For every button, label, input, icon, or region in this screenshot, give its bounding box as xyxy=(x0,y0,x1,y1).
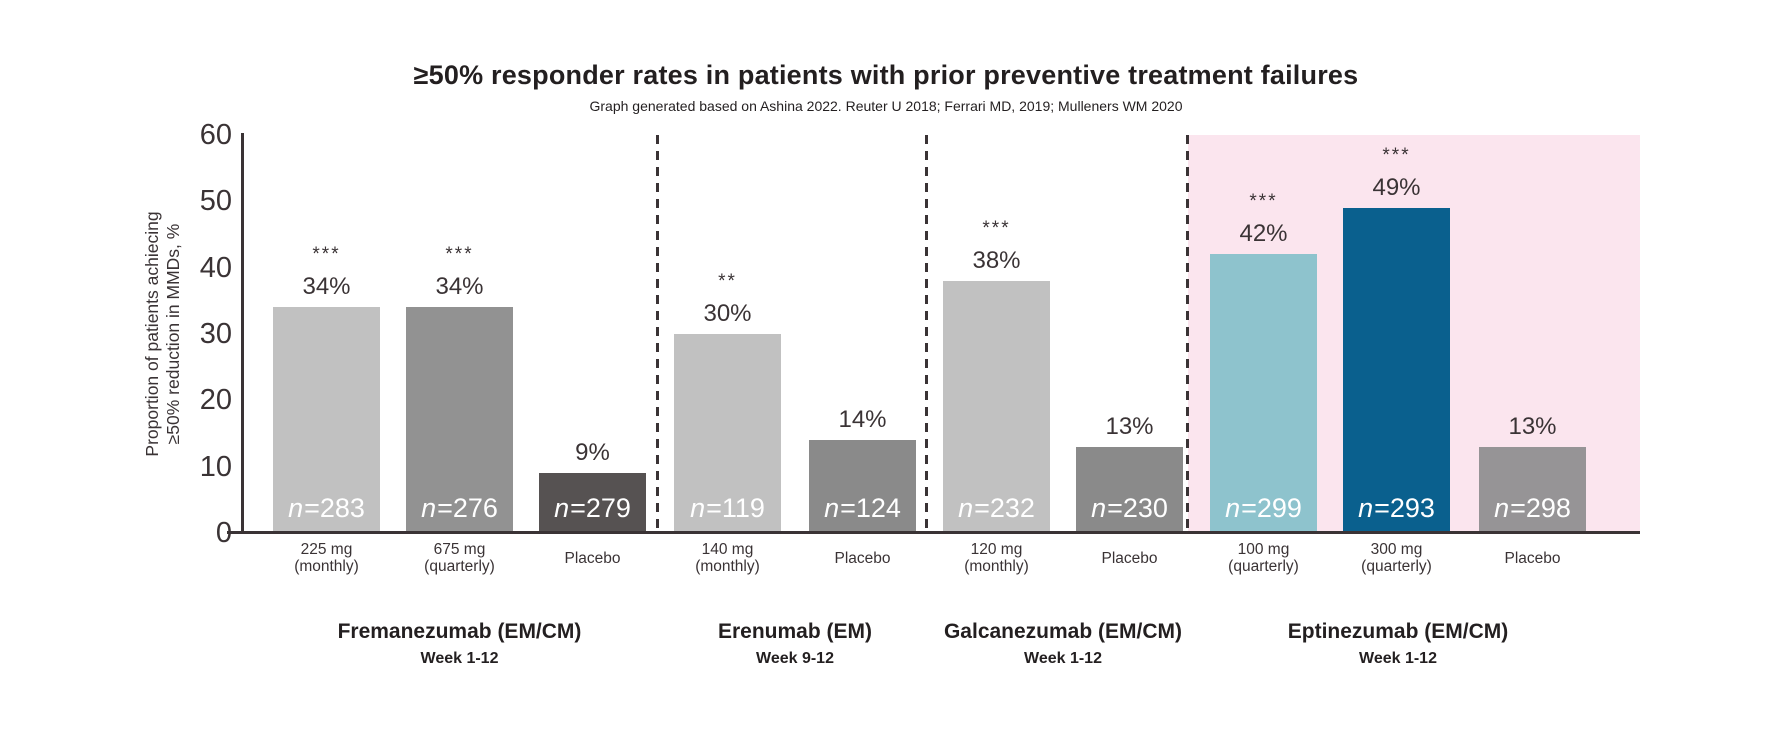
bar-n-label: n=232 xyxy=(958,493,1035,523)
significance-marker: *** xyxy=(445,244,474,265)
significance-marker: *** xyxy=(1382,145,1411,166)
dose-label-line2: (quarterly) xyxy=(424,558,495,575)
n-symbol: n xyxy=(1091,493,1107,523)
dose-label: 140 mg (monthly) xyxy=(644,540,811,576)
x-axis-line xyxy=(241,531,1640,534)
significance-marker: *** xyxy=(1249,191,1278,212)
dose-label-line2: (quarterly) xyxy=(1361,558,1432,575)
dose-label-line1: 140 mg xyxy=(701,541,754,558)
bar xyxy=(943,281,1050,533)
dose-label-line1: 225 mg xyxy=(300,541,353,558)
group-separator xyxy=(1186,135,1189,533)
bar-value-label: 30% xyxy=(703,300,752,327)
group-label: Fremanezumab (EM/CM) xyxy=(337,620,582,643)
bar-n-label: n=298 xyxy=(1494,493,1571,523)
y-tick-label: 20 xyxy=(199,384,232,417)
bar xyxy=(674,334,781,533)
y-axis-line xyxy=(241,133,244,534)
y-tick-label: 0 xyxy=(215,517,232,549)
y-tick-label: 10 xyxy=(199,450,232,483)
bar-value-label: 14% xyxy=(838,406,887,433)
chart-title: ≥50% responder rates in patients with pr… xyxy=(413,60,1359,90)
bar xyxy=(273,307,380,533)
n-symbol: n xyxy=(1225,493,1241,523)
dose-label-line1: Placebo xyxy=(564,549,621,567)
dose-label-line1: 675 mg xyxy=(433,541,486,558)
y-tick-label: 30 xyxy=(199,318,232,350)
n-symbol: n xyxy=(421,493,437,523)
bar-n-label: n=276 xyxy=(421,493,498,523)
dose-label-line1: 100 mg xyxy=(1237,541,1290,558)
dose-label: Placebo xyxy=(509,540,676,576)
dose-label: 120 mg (monthly) xyxy=(913,540,1080,576)
bar xyxy=(539,473,646,533)
group-label: Eptinezumab (EM/CM) xyxy=(1287,620,1509,643)
n-symbol: n xyxy=(1494,493,1510,523)
n-symbol: n xyxy=(1358,493,1374,523)
bar xyxy=(809,440,916,533)
bar-n-label: n=230 xyxy=(1091,493,1168,523)
bar xyxy=(1210,254,1317,533)
bar-value-label: 42% xyxy=(1239,220,1288,247)
dose-label: 675 mg (quarterly) xyxy=(376,540,543,576)
group-week-label: Week 9-12 xyxy=(756,650,834,667)
dose-label: 225 mg (monthly) xyxy=(243,540,410,576)
chart-source-note: Graph generated based on Ashina 2022. Re… xyxy=(589,98,1183,114)
dose-label-line2: (monthly) xyxy=(294,558,359,575)
dose-label-line1: Placebo xyxy=(834,549,891,567)
n-symbol: n xyxy=(958,493,974,523)
bar-value-label: 9% xyxy=(575,439,610,466)
bar-value-label: 34% xyxy=(302,273,351,300)
significance-marker: *** xyxy=(982,218,1011,239)
dose-label-line1: 120 mg xyxy=(970,541,1023,558)
dose-label-line2: (monthly) xyxy=(964,558,1029,575)
x-axis-zero-tick xyxy=(227,531,241,534)
bar-value-label: 13% xyxy=(1105,413,1154,440)
dose-label: 300 mg (quarterly) xyxy=(1313,540,1480,576)
group-label: Galcanezumab (EM/CM) xyxy=(943,620,1183,643)
dose-label-line1: Placebo xyxy=(1101,549,1158,567)
bar xyxy=(1343,208,1450,533)
dose-label: Placebo xyxy=(1449,540,1616,576)
dose-label: Placebo xyxy=(779,540,946,576)
bar-value-label: 38% xyxy=(972,247,1021,274)
group-separator xyxy=(656,135,659,533)
n-symbol: n xyxy=(824,493,840,523)
n-symbol: n xyxy=(690,493,706,523)
group-separator xyxy=(925,135,928,533)
y-tick-label: 60 xyxy=(199,119,232,151)
group-label: Erenumab (EM) xyxy=(717,620,872,643)
bar xyxy=(406,307,513,533)
bar-n-label: n=119 xyxy=(690,493,765,523)
group-week-label: Week 1-12 xyxy=(1359,650,1437,667)
dose-label-line2: (quarterly) xyxy=(1228,558,1299,575)
bar-value-label: 49% xyxy=(1372,174,1421,201)
group-week-label: Week 1-12 xyxy=(1024,650,1102,667)
dose-label: 100 mg (quarterly) xyxy=(1180,540,1347,576)
bar-n-label: n=299 xyxy=(1225,493,1302,523)
n-symbol: n xyxy=(288,493,304,523)
bar-n-label: n=283 xyxy=(288,493,365,523)
bar-value-label: 34% xyxy=(435,273,484,300)
bar-n-label: n=124 xyxy=(824,493,901,523)
bar-n-label: n=279 xyxy=(554,493,631,523)
significance-marker: *** xyxy=(312,244,341,265)
group-week-label: Week 1-12 xyxy=(420,650,499,667)
bar xyxy=(1076,447,1183,533)
bar-value-label: 13% xyxy=(1508,413,1557,440)
dose-label-line1: 300 mg xyxy=(1370,541,1423,558)
dose-label-line1: Placebo xyxy=(1504,549,1561,567)
y-tick-label: 50 xyxy=(199,185,232,218)
significance-marker: ** xyxy=(718,271,737,292)
dose-label-line2: (monthly) xyxy=(695,558,760,575)
bar xyxy=(1479,447,1586,533)
y-tick-label: 40 xyxy=(199,251,232,284)
dose-label: Placebo xyxy=(1046,540,1213,576)
n-symbol: n xyxy=(554,493,570,523)
bar-n-label: n=293 xyxy=(1358,493,1435,523)
